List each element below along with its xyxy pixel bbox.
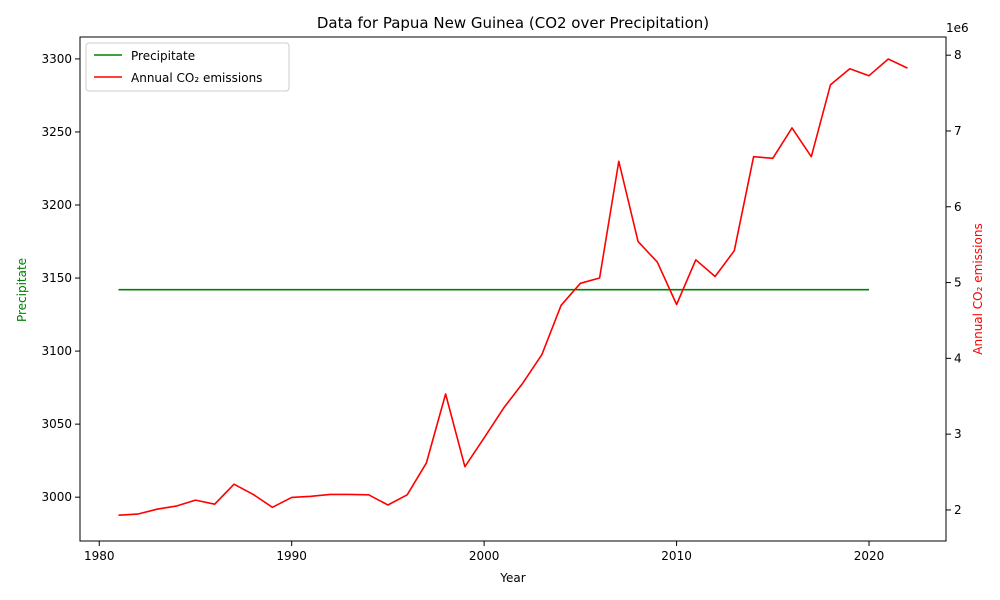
right-tick-label-2: 2: [954, 503, 962, 517]
left-tick-label-3300: 3300: [41, 52, 72, 66]
left-tick-label-3050: 3050: [41, 417, 72, 431]
left-tick-label-3150: 3150: [41, 271, 72, 285]
left-tick-label-3250: 3250: [41, 125, 72, 139]
right-tick-label-7: 7: [954, 124, 962, 138]
right-tick-label-4: 4: [954, 351, 962, 365]
plot-frame: [79, 36, 947, 542]
series-line-1: [118, 58, 908, 516]
x-tick-label-2020: 2020: [854, 549, 885, 563]
x-tick-label-2010: 2010: [661, 549, 692, 563]
x-tick-label-1990: 1990: [276, 549, 307, 563]
right-tick-label-3: 3: [954, 427, 962, 441]
right-tick-label-8: 8: [954, 48, 962, 62]
x-tick-label-2000: 2000: [469, 549, 500, 563]
axes-layer: 1980 1990 2000 2010 2020 3000 3050 3100 3150 3200…: [41, 48, 961, 563]
left-tick-label-3100: 3100: [41, 344, 72, 358]
series-layer: [118, 58, 908, 516]
chart-title: Data for Papua New Guinea (CO2 over Prec…: [317, 14, 709, 32]
x-axis-label: Year: [499, 571, 525, 585]
right-axis-offset: 1e6: [946, 21, 969, 35]
legend: Precipitate Annual CO₂ emissions: [85, 42, 290, 92]
left-axis-label: Precipitate: [15, 258, 29, 322]
right-axis-label: Annual CO₂ emissions: [971, 223, 985, 354]
legend-label-co2: Annual CO₂ emissions: [131, 71, 262, 85]
legend-label-precipitate: Precipitate: [131, 49, 195, 63]
legend-box: [85, 42, 290, 92]
x-tick-label-1980: 1980: [84, 549, 115, 563]
right-tick-label-6: 6: [954, 200, 962, 214]
left-tick-label-3000: 3000: [41, 490, 72, 504]
left-tick-label-3200: 3200: [41, 198, 72, 212]
right-tick-label-5: 5: [954, 276, 962, 290]
